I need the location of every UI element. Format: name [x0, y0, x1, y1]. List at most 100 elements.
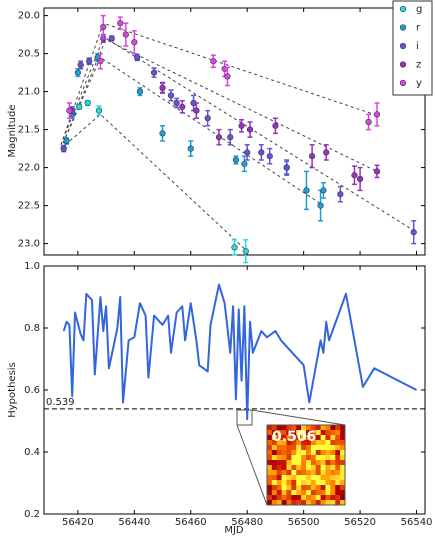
heat-cell: [320, 475, 326, 481]
heat-cell: [330, 500, 336, 506]
y-tick-label: 23.0: [18, 239, 40, 250]
heat-cell: [296, 500, 302, 506]
heat-cell: [325, 460, 331, 466]
heat-cell: [325, 445, 331, 451]
point: [150, 69, 158, 76]
heat-cell: [286, 450, 292, 456]
heat-cell: [276, 470, 282, 476]
point: [136, 88, 144, 95]
heat-cell: [286, 460, 292, 466]
heat-cell: [306, 460, 312, 466]
heat-cell: [315, 480, 321, 486]
heat-cell: [340, 485, 346, 491]
heat-cell: [286, 440, 292, 446]
threshold-label: 0.539: [46, 397, 75, 408]
heat-cell: [271, 445, 278, 451]
heat-cell: [286, 465, 292, 471]
heat-cell: [301, 490, 307, 496]
point: [356, 175, 364, 183]
heat-cell: [340, 430, 346, 436]
heat-cell: [281, 500, 287, 506]
legend-label: g: [416, 4, 422, 15]
heat-cell: [271, 435, 278, 441]
legend-marker: [399, 5, 407, 13]
heat-cell: [281, 455, 287, 461]
heat-cell: [340, 475, 346, 481]
heat-cell: [267, 445, 273, 451]
heat-cell: [306, 470, 312, 476]
heat-cell: [340, 465, 346, 471]
heat-cell: [276, 440, 282, 446]
y-tick-label: 0.2: [24, 509, 40, 520]
y-tick-label: 1.0: [24, 261, 40, 272]
heat-cell: [320, 455, 326, 461]
heat-cell: [306, 480, 312, 486]
heat-cell: [267, 480, 273, 486]
heat-cell: [325, 475, 331, 481]
heat-cell: [301, 460, 307, 466]
heat-cell: [330, 455, 336, 461]
heat-cell: [281, 430, 287, 436]
heat-cell: [335, 465, 341, 471]
point: [246, 126, 254, 133]
point: [84, 99, 91, 107]
heat-cell: [310, 490, 317, 496]
point: [173, 99, 180, 107]
heat-cell: [340, 440, 346, 446]
heat-cell: [325, 495, 331, 501]
heat-cell: [276, 485, 282, 491]
heat-cell: [267, 490, 273, 496]
heat-cell: [267, 425, 273, 431]
heat-cell: [340, 490, 346, 496]
point: [66, 107, 73, 114]
heat-cell: [325, 435, 331, 441]
point: [74, 69, 81, 76]
heat-cell: [286, 425, 292, 431]
heat-cell: [325, 485, 331, 491]
heat-cell: [320, 460, 326, 466]
heat-cell: [271, 475, 278, 481]
point: [258, 149, 265, 156]
heat-cell: [291, 475, 297, 481]
point: [227, 134, 234, 141]
heat-cell: [330, 460, 336, 466]
heat-cell: [320, 430, 326, 436]
heat-cell: [291, 435, 297, 441]
heat-cell: [310, 435, 317, 441]
heat-cell: [271, 495, 278, 501]
point: [108, 35, 115, 42]
heat-cell: [271, 425, 278, 431]
heat-cell: [315, 425, 321, 431]
heat-cell: [325, 440, 331, 446]
point: [179, 103, 186, 110]
point: [337, 191, 344, 198]
heat-cell: [315, 450, 321, 456]
heat-cell: [310, 455, 317, 461]
heat-cell: [301, 475, 307, 481]
heat-cell: [286, 455, 292, 461]
heat-cell: [276, 460, 282, 466]
heat-cell: [330, 445, 336, 451]
inset-connector: [251, 409, 346, 426]
heat-cell: [286, 500, 292, 506]
heat-cell: [286, 475, 292, 481]
y-tick-label: 20.5: [18, 49, 40, 60]
inset-connector: [236, 424, 268, 506]
point: [63, 137, 70, 145]
model-line: [60, 37, 378, 172]
heat-cell: [315, 500, 321, 506]
point: [224, 73, 231, 80]
heat-cell: [315, 465, 321, 471]
heat-cell: [281, 440, 287, 446]
heat-cell: [291, 470, 297, 476]
heat-cell: [267, 450, 273, 456]
x-tick-label: 56420: [62, 517, 94, 528]
heat-cell: [320, 440, 326, 446]
heat-cell: [335, 470, 341, 476]
heat-cell: [286, 435, 292, 441]
heat-cell: [325, 450, 331, 456]
heat-cell: [276, 455, 282, 461]
y-axis-label: Magnitude: [7, 105, 18, 158]
heat-cell: [320, 485, 326, 491]
heat-cell: [276, 500, 282, 506]
